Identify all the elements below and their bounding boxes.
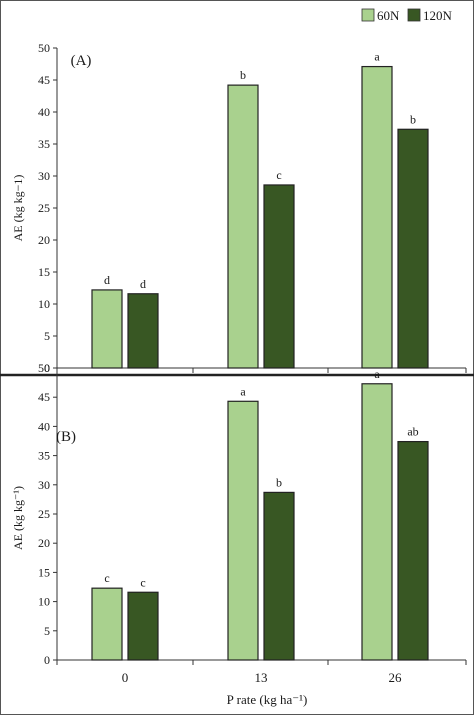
significance-label-b: a <box>240 384 246 398</box>
bar-a-120n-0 <box>127 293 159 369</box>
significance-label-a: d <box>104 273 110 287</box>
panel-label-a: (A) <box>71 53 92 69</box>
legend-swatch-120n <box>407 8 421 22</box>
bar-b-120n-13 <box>263 491 295 661</box>
y-tick-label-b: 5 <box>44 624 50 638</box>
legend-label-120n: 120N <box>423 8 453 23</box>
bar-a-60n-26 <box>361 65 393 369</box>
y-axis-title-b: AE (kg kg⁻¹) <box>11 486 25 550</box>
y-tick-label-a: 0 <box>44 361 50 375</box>
bar-b-120n-26 <box>397 440 429 661</box>
significance-label-b: a <box>374 367 380 381</box>
bar-b-60n-0 <box>91 587 123 661</box>
y-tick-label-a: 30 <box>38 169 50 183</box>
x-tick-label-b: 0 <box>122 670 129 685</box>
y-tick-label-b: 20 <box>38 536 50 550</box>
panel-a: 0 5 10 15 20 25 30 35 40 45 50 (A) AE (kg kg−1) d d b c a… <box>11 41 467 375</box>
y-tick-label-b: 15 <box>38 565 50 579</box>
panel-label-b: (B) <box>56 429 76 445</box>
y-tick-label-b: 40 <box>38 419 50 433</box>
significance-label-b: c <box>104 571 109 585</box>
y-tick-label-b: 45 <box>38 390 50 404</box>
bar-a-120n-13 <box>263 184 295 369</box>
significance-label-a: a <box>374 50 380 64</box>
y-tick-label-a: 45 <box>38 73 50 87</box>
y-tick-label-a: 40 <box>38 105 50 119</box>
significance-label-a: b <box>410 112 416 126</box>
y-tick-label-a: 35 <box>38 137 50 151</box>
bar-a-60n-13 <box>227 84 259 369</box>
y-tick-label-a: 5 <box>44 329 50 343</box>
y-tick-label-a: 10 <box>38 297 50 311</box>
significance-label-a: b <box>240 68 246 82</box>
significance-label-b: b <box>276 475 282 489</box>
y-tick-label-a: 50 <box>38 41 50 55</box>
legend-swatch-60n <box>361 8 375 22</box>
bar-b-60n-26 <box>361 383 393 661</box>
significance-label-a: d <box>140 277 146 291</box>
y-tick-label-b: 30 <box>38 478 50 492</box>
x-tick-label-b: 26 <box>389 670 403 685</box>
bar-b-60n-13 <box>227 400 259 661</box>
significance-label-a: c <box>276 168 281 182</box>
legend: 60N 120N <box>361 8 453 23</box>
y-tick-label-a: 25 <box>38 201 50 215</box>
legend-label-60n: 60N <box>377 8 400 23</box>
y-tick-label-b: 35 <box>38 449 50 463</box>
y-axis-title-a: AE (kg kg−1) <box>11 175 25 242</box>
y-tick-label-a: 15 <box>38 265 50 279</box>
y-tick-label-b: 50 <box>38 361 50 375</box>
y-tick-label-a: 20 <box>38 233 50 247</box>
significance-label-b: c <box>140 575 145 589</box>
y-tick-label-b: 0 <box>44 653 50 667</box>
x-axis-title: P rate (kg ha⁻¹) <box>227 692 308 707</box>
y-tick-label-b: 25 <box>38 507 50 521</box>
y-tick-label-b: 10 <box>38 595 50 609</box>
significance-label-b: ab <box>407 425 418 439</box>
bar-a-60n-0 <box>91 289 123 369</box>
bar-a-120n-26 <box>397 128 429 369</box>
bar-b-120n-0 <box>127 591 159 661</box>
x-tick-label-b: 13 <box>255 670 268 685</box>
